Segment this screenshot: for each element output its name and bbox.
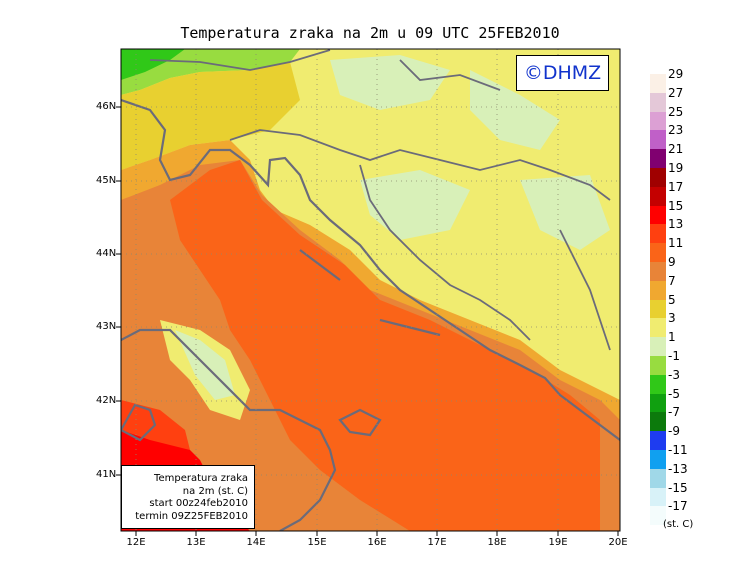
dhmz-logo: ©DHMZ [516,55,609,91]
legend-swatch [650,337,666,356]
legend-swatch [650,356,666,375]
lon-label-13e: 13E [186,537,206,548]
lat-label-42n: 42N [96,395,117,406]
coastline [121,98,620,531]
legend-label: -9 [668,424,680,439]
legend-label: 9 [668,255,676,269]
gridlines [121,49,620,531]
legend-swatch [650,130,666,150]
lon-label-16e: 16E [367,537,387,548]
legend-label: 19 [668,161,684,175]
legend-label: -1 [668,349,680,363]
map-title: Temperatura zraka na 2m u 09 UTC 25FEB20… [180,24,560,42]
legend-swatch [650,431,666,450]
legend-label: -11 [668,443,688,457]
map-frame [120,48,621,532]
legend-swatch [650,468,666,488]
legend-swatch [650,243,666,262]
lon-label-20e: 20E [608,537,628,548]
legend-swatch [650,280,666,300]
legend-label: 15 [668,198,684,213]
lon-label-12e: 12E [126,537,146,548]
info-line-termin: termin 09Z25FEB2010 [135,510,248,522]
legend-label: 21 [668,142,684,157]
legend-swatch [650,149,666,168]
legend-swatch [650,299,666,319]
legend-swatch [650,111,666,131]
legend-label: 7 [668,273,676,288]
legend-label: 3 [668,311,676,326]
legend-swatch [650,487,666,507]
legend-swatch [650,205,666,225]
lat-label-41n: 41N [96,469,117,480]
legend-label: 25 [668,104,684,119]
legend-label: 29 [668,67,684,81]
lat-label-45n: 45N [96,175,117,186]
lon-label-14e: 14E [246,537,266,548]
legend-swatch [650,412,666,432]
legend-label: -7 [668,405,680,420]
info-box: Temperatura zraka na 2m (st. C) start 00… [121,465,255,529]
legend-swatch [650,92,666,112]
field-sea [170,160,600,531]
legend-label: 27 [668,85,684,100]
legend-units: (st. C) [663,519,694,530]
legend-label: -5 [668,386,680,401]
legend-label: 1 [668,330,676,345]
legend-swatch [650,318,666,338]
lat-label-43n: 43N [96,321,117,332]
legend-swatch [650,506,666,526]
lat-label-44n: 44N [96,248,117,259]
legend-label: 11 [668,236,684,251]
lat-label-46n: 46N [96,101,117,112]
info-line-title: Temperatura zraka [154,473,248,484]
lon-label-18e: 18E [487,537,507,548]
legend-swatch [650,74,666,93]
legend-swatch [650,450,666,469]
legend-label: 23 [668,123,684,138]
lon-label-17e: 17E [427,537,447,548]
legend-label: -3 [668,367,680,382]
legend-label: -15 [668,480,688,495]
axis-ticks [116,106,619,536]
lon-label-19e: 19E [548,537,568,548]
legend-swatch [650,374,666,394]
info-line-start: start 00z24feb2010 [149,498,248,509]
lon-label-15e: 15E [307,537,327,548]
legend-label: -13 [668,461,688,476]
info-line-units: na 2m (st. C) [182,485,248,497]
legend-swatch [650,168,666,187]
legend-label: 5 [668,292,676,307]
legend-swatch [650,186,666,206]
legend-swatch [650,224,666,244]
legend-label: 13 [668,217,684,232]
legend-label: -17 [668,499,688,514]
borders [149,49,611,351]
legend-label: 17 [668,179,684,194]
legend-swatch [650,262,666,281]
legend-swatch [650,393,666,413]
